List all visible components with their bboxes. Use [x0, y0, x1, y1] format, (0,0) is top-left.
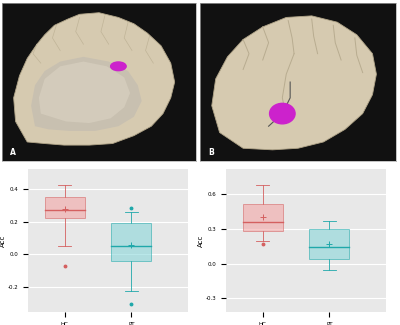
Text: B: B — [208, 148, 214, 157]
Bar — [111, 223, 151, 261]
Polygon shape — [14, 13, 175, 145]
Polygon shape — [212, 16, 376, 150]
Polygon shape — [39, 61, 130, 123]
Bar — [309, 229, 349, 259]
Bar — [45, 197, 85, 218]
Circle shape — [270, 103, 295, 124]
Ellipse shape — [111, 62, 126, 71]
Polygon shape — [31, 57, 142, 131]
Text: A: A — [10, 148, 16, 157]
Y-axis label: Acc: Acc — [0, 234, 6, 247]
Y-axis label: Acc: Acc — [198, 234, 204, 247]
Legend: HC, PT: HC, PT — [226, 198, 246, 218]
Bar — [243, 203, 283, 231]
